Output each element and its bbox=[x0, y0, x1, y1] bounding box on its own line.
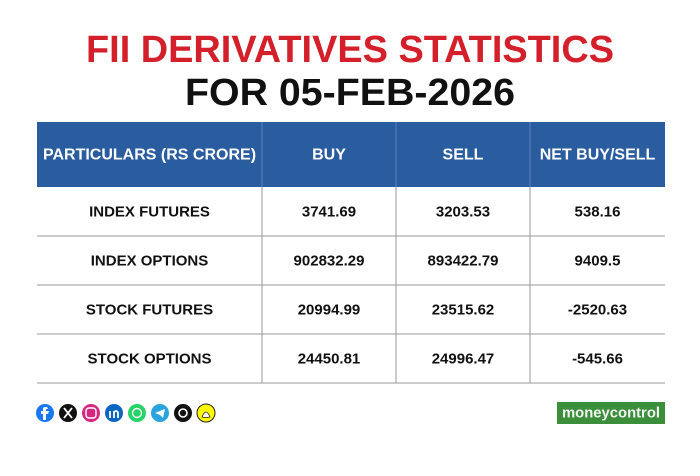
cell-value: 24996.47 bbox=[432, 350, 495, 367]
snapchat-glyph bbox=[201, 411, 211, 418]
cell-value: -545.66 bbox=[572, 350, 623, 367]
column-header: SELL bbox=[443, 147, 484, 164]
cell-value: 23515.62 bbox=[432, 301, 495, 318]
column-header: NET BUY/SELL bbox=[540, 147, 656, 164]
cell-value: 3203.53 bbox=[436, 203, 490, 220]
row-label: STOCK FUTURES bbox=[86, 301, 213, 318]
facebook-glyph bbox=[41, 407, 49, 420]
threads-glyph bbox=[178, 408, 188, 418]
instagram-icon[interactable] bbox=[82, 404, 100, 422]
whatsapp-glyph bbox=[131, 407, 143, 419]
brand-badge bbox=[557, 402, 665, 424]
title-line2: FOR 05-FEB-2026 bbox=[185, 72, 515, 114]
whatsapp-icon[interactable] bbox=[128, 404, 146, 422]
cell-value: 3741.69 bbox=[302, 203, 356, 220]
table: PARTICULARS (RS CRORE) BUY SELL NET BUY/SEL… bbox=[37, 122, 665, 384]
x-glyph bbox=[63, 407, 73, 419]
cell-value: 902832.29 bbox=[294, 252, 365, 269]
column-header: BUY bbox=[312, 147, 346, 164]
instagram-glyph bbox=[85, 407, 97, 419]
title-line1: FII DERIVATIVES STATISTICS bbox=[86, 29, 614, 71]
linkedin-glyph bbox=[109, 410, 119, 418]
cell-value: 9409.5 bbox=[575, 252, 621, 269]
row-label: INDEX FUTURES bbox=[89, 203, 210, 220]
column-header: PARTICULARS (RS CRORE) bbox=[43, 147, 256, 164]
row-label: INDEX OPTIONS bbox=[91, 252, 209, 269]
cell-value: 20994.99 bbox=[298, 301, 361, 318]
brand-name: moneycontrol bbox=[562, 404, 660, 421]
telegram-glyph bbox=[155, 409, 165, 418]
cell-value: 893422.79 bbox=[428, 252, 499, 269]
header-row bbox=[37, 122, 665, 187]
row-label: STOCK OPTIONS bbox=[88, 350, 212, 367]
cell-value: -2520.63 bbox=[568, 301, 627, 318]
threads-icon[interactable] bbox=[174, 404, 192, 422]
cell-value: 538.16 bbox=[575, 203, 621, 220]
social-icons bbox=[36, 403, 216, 423]
cell-value: 24450.81 bbox=[298, 350, 361, 367]
